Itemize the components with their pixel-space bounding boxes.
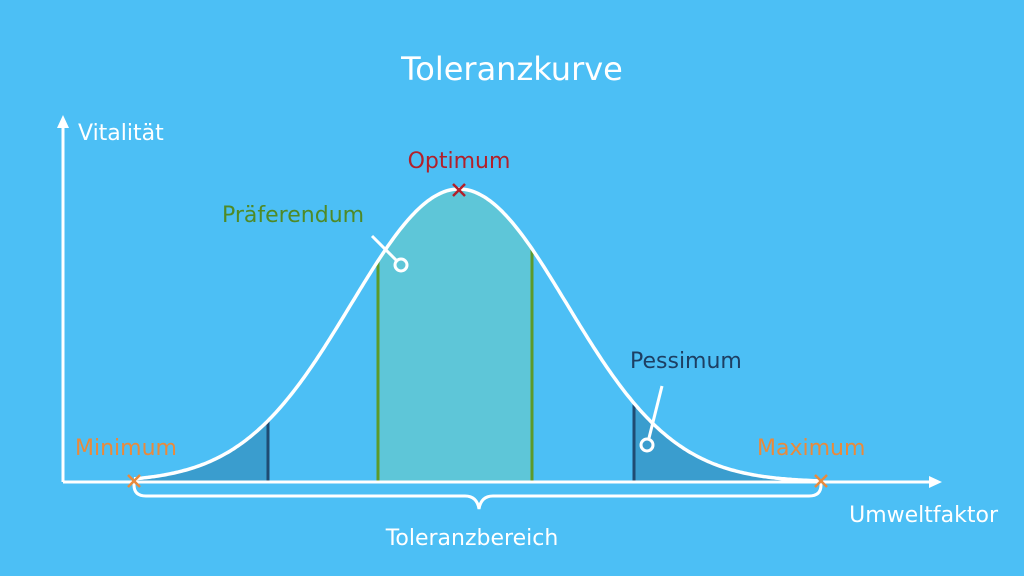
maximum-label: Maximum: [757, 436, 865, 461]
minimum-marker-icon: [127, 474, 141, 488]
y-axis-arrow-icon: [57, 115, 69, 128]
tolerance-range-brace: [132, 483, 823, 510]
tolerance-curve: [133, 187, 821, 483]
preferendum-label: Präferendum: [222, 203, 364, 228]
x-axis-arrow-icon: [929, 476, 942, 488]
preferendum-area: [378, 189, 532, 482]
optimum-label: Optimum: [408, 149, 511, 174]
y-axis-label: Vitalität: [78, 121, 164, 146]
maximum-marker-icon: [814, 474, 828, 488]
pessimum-pointer: [647, 385, 664, 439]
diagram-title: Toleranzkurve: [400, 50, 623, 88]
preferendum-pointer-dot-icon: [393, 257, 409, 273]
tolerance-range-label: Toleranzbereich: [385, 526, 559, 551]
x-axis-label: Umweltfaktor: [849, 503, 999, 528]
optimum-marker-icon: [452, 183, 466, 197]
pessimum-area-right: [634, 403, 821, 482]
minimum-label: Minimum: [75, 436, 177, 461]
pessimum-label: Pessimum: [630, 349, 742, 374]
pessimum-pointer-dot-icon: [639, 437, 655, 453]
pessimum-area-left: [134, 420, 268, 482]
preferendum-pointer: [370, 234, 399, 263]
